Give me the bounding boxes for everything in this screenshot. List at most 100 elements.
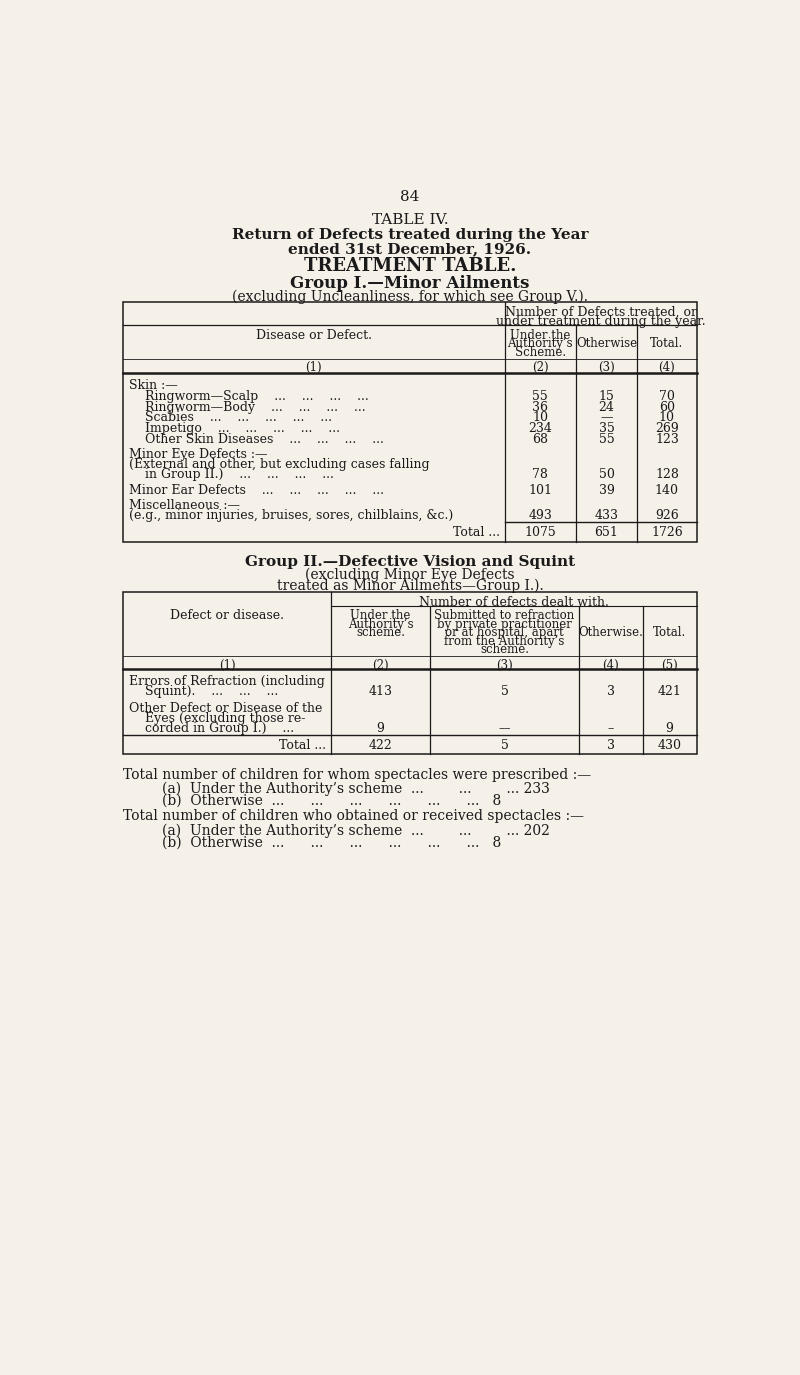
Text: scheme.: scheme. [356,626,405,639]
Text: 5: 5 [501,685,509,697]
Text: Minor Ear Defects    ...    ...    ...    ...    ...: Minor Ear Defects ... ... ... ... ... [130,484,385,496]
Text: (e.g., minor injuries, bruises, sores, chilblains, &c.): (e.g., minor injuries, bruises, sores, c… [130,509,454,522]
Text: 50: 50 [598,469,614,481]
Text: or at hospital, apart: or at hospital, apart [446,626,564,639]
Text: 10: 10 [532,411,548,425]
Text: (5): (5) [662,659,678,671]
Text: 24: 24 [598,400,614,414]
Text: Miscellaneous :—: Miscellaneous :— [130,499,241,512]
Text: Defect or disease.: Defect or disease. [170,609,284,623]
Text: 430: 430 [658,738,682,752]
Text: (b)  Otherwise  ...      ...      ...      ...      ...      ...   8: (b) Otherwise ... ... ... ... ... ... 8 [162,795,502,808]
Text: treated as Minor Ailments—Group I.).: treated as Minor Ailments—Group I.). [277,579,543,593]
Text: under treatment during the year.: under treatment during the year. [496,315,706,329]
Text: 140: 140 [655,484,679,496]
Text: 10: 10 [659,411,675,425]
Text: Minor Eye Defects :—: Minor Eye Defects :— [130,448,268,462]
Text: Other Skin Diseases    ...    ...    ...    ...: Other Skin Diseases ... ... ... ... [130,433,384,446]
Text: 55: 55 [532,390,548,403]
Text: 35: 35 [598,422,614,434]
Text: 269: 269 [655,422,678,434]
Text: 123: 123 [655,433,679,446]
Text: corded in Group I.)    ...: corded in Group I.) ... [130,722,294,734]
Text: in Group II.)    ...    ...    ...    ...: in Group II.) ... ... ... ... [130,469,334,481]
Text: —: — [600,411,613,425]
Text: 9: 9 [377,722,385,734]
Text: Total.: Total. [653,626,686,639]
Text: Under the: Under the [350,609,410,623]
Text: 39: 39 [598,484,614,496]
Text: 9: 9 [666,722,674,734]
Text: 234: 234 [528,422,552,434]
Text: by private practitioner: by private practitioner [437,617,572,631]
Text: Total number of children for whom spectacles were prescribed :—: Total number of children for whom specta… [123,767,591,782]
Text: (4): (4) [602,659,619,671]
Text: Eyes (excluding those re-: Eyes (excluding those re- [130,712,306,725]
Text: ––: –– [498,722,511,734]
Text: 128: 128 [655,469,679,481]
Text: 15: 15 [598,390,614,403]
Text: (3): (3) [496,659,513,671]
Text: (4): (4) [658,362,675,374]
Text: Number of defects dealt with.: Number of defects dealt with. [419,597,609,609]
Text: 433: 433 [594,509,618,522]
Text: (excluding Uncleanliness, for which see Group V.).: (excluding Uncleanliness, for which see … [232,290,588,304]
Text: (1): (1) [306,362,322,374]
Text: 651: 651 [594,527,618,539]
Text: 101: 101 [528,484,552,496]
Text: 413: 413 [369,685,393,697]
Text: Group II.—Defective Vision and Squint: Group II.—Defective Vision and Squint [245,556,575,569]
Text: (1): (1) [218,659,235,671]
Text: (a)  Under the Authority’s scheme  ...        ...        ... 233: (a) Under the Authority’s scheme ... ...… [162,782,550,796]
Text: Ringworm—Body    ...    ...    ...    ...: Ringworm—Body ... ... ... ... [130,400,366,414]
Text: 926: 926 [655,509,678,522]
Text: Impetigo    ...    ...    ...    ...    ...: Impetigo ... ... ... ... ... [130,422,341,434]
Text: Total ...: Total ... [279,738,326,752]
Text: 493: 493 [528,509,552,522]
Text: 1075: 1075 [524,527,556,539]
Bar [123,593,697,754]
Text: Errors of Refraction (including: Errors of Refraction (including [130,675,326,688]
Text: (a)  Under the Authority’s scheme  ...        ...        ... 202: (a) Under the Authority’s scheme ... ...… [162,824,550,837]
Text: Total.: Total. [650,337,683,351]
Text: 3: 3 [606,738,614,752]
Text: Total number of children who obtained or received spectacles :—: Total number of children who obtained or… [123,810,584,824]
Text: Other Defect or Disease of the: Other Defect or Disease of the [130,701,323,715]
Text: Skin :—: Skin :— [130,380,178,392]
Text: (excluding Minor Eye Defects: (excluding Minor Eye Defects [305,568,515,582]
Text: 5: 5 [501,738,509,752]
Text: Under the: Under the [510,329,570,342]
Text: 422: 422 [369,738,393,752]
Text: Return of Defects treated during the Year: Return of Defects treated during the Yea… [232,228,588,242]
Text: Submitted to refraction: Submitted to refraction [434,609,574,623]
Text: TABLE IV.: TABLE IV. [372,213,448,227]
Text: Otherwise: Otherwise [576,337,637,351]
Text: Otherwise.: Otherwise. [578,626,643,639]
Text: –: – [608,722,614,734]
Text: (2): (2) [532,362,549,374]
Text: (3): (3) [598,362,615,374]
Text: Group I.—Minor Ailments: Group I.—Minor Ailments [290,275,530,292]
Text: Number of Defects treated, or: Number of Defects treated, or [505,305,697,319]
Text: Squint).    ...    ...    ...: Squint). ... ... ... [130,685,278,697]
Text: Scheme.: Scheme. [514,346,566,359]
Text: Ringworm—Scalp    ...    ...    ...    ...: Ringworm—Scalp ... ... ... ... [130,390,370,403]
Text: 84: 84 [400,190,420,204]
Text: ended 31st December, 1926.: ended 31st December, 1926. [289,242,531,256]
Text: Total ...: Total ... [453,527,500,539]
Text: 70: 70 [659,390,675,403]
Text: (2): (2) [372,659,389,671]
Text: Authority’s: Authority’s [507,337,573,351]
Text: scheme.: scheme. [480,644,529,656]
Text: 68: 68 [532,433,548,446]
Text: (b)  Otherwise  ...      ...      ...      ...      ...      ...   8: (b) Otherwise ... ... ... ... ... ... 8 [162,836,502,850]
Text: from the Authority’s: from the Authority’s [444,635,565,648]
Text: 55: 55 [598,433,614,446]
Text: (External and other, but excluding cases falling: (External and other, but excluding cases… [130,458,430,472]
Text: Scabies    ...    ...    ...    ...    ...: Scabies ... ... ... ... ... [130,411,333,425]
Bar [123,302,697,542]
Text: 60: 60 [659,400,675,414]
Text: 3: 3 [606,685,614,697]
Text: TREATMENT TABLE.: TREATMENT TABLE. [304,257,516,275]
Text: 421: 421 [658,685,682,697]
